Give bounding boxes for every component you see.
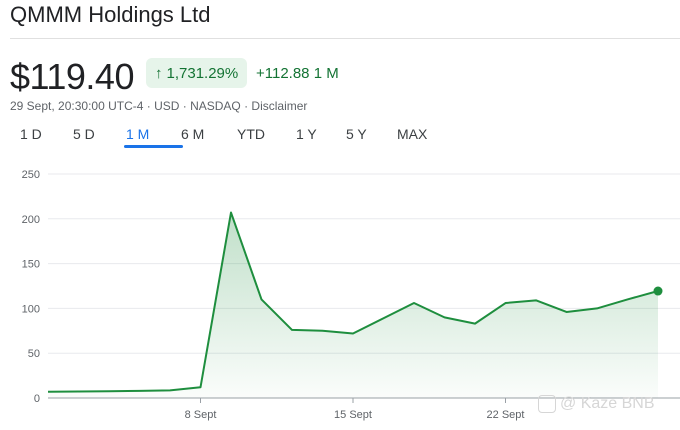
tab-1m[interactable]: 1 M xyxy=(124,126,183,148)
arrow-up-icon: ↑ xyxy=(155,64,163,82)
tab-5d[interactable]: 5 D xyxy=(73,126,95,142)
x-tick-label: 15 Sept xyxy=(334,409,372,421)
watermark-text: @ Kaze BNB xyxy=(560,395,655,412)
tab-ytd[interactable]: YTD xyxy=(237,126,265,142)
price-chart[interactable]: 0 50 100 150 200 250 8 Sept 15 Sept 22 Sept xyxy=(0,160,680,430)
y-tick-label: 0 xyxy=(34,393,40,405)
y-tick-label: 200 xyxy=(22,214,40,226)
absolute-change: +112.88 1 M xyxy=(256,65,339,82)
y-tick-label: 150 xyxy=(22,259,40,271)
y-tick-label: 250 xyxy=(22,169,40,181)
tab-1y[interactable]: 1 Y xyxy=(296,126,317,142)
price-area xyxy=(48,212,658,398)
tab-6m[interactable]: 6 M xyxy=(181,126,205,142)
time-range-tabs: 1 D 5 D 1 M 6 M YTD 1 Y 5 Y MAX xyxy=(20,126,437,148)
header-divider xyxy=(10,38,680,39)
quote-meta: 29 Sept, 20:30:00 UTC-4 · USD · NASDAQ ·… xyxy=(10,99,308,113)
last-price-point xyxy=(653,286,663,296)
camera-icon xyxy=(538,395,556,413)
price-line xyxy=(47,211,659,393)
tab-max[interactable]: MAX xyxy=(397,126,428,142)
current-price: $119.40 xyxy=(10,56,134,97)
percent-change-value: 1,731.29% xyxy=(166,64,239,82)
x-tick-label: 8 Sept xyxy=(185,409,217,421)
tab-5y[interactable]: 5 Y xyxy=(346,126,367,142)
watermark: @ Kaze BNB xyxy=(538,395,655,413)
x-tick-label: 22 Sept xyxy=(487,409,525,421)
y-tick-label: 50 xyxy=(28,348,40,360)
company-name: QMMM Holdings Ltd xyxy=(10,2,211,27)
y-tick-label: 100 xyxy=(22,303,40,315)
percent-change-badge: ↑ 1,731.29% xyxy=(146,58,248,88)
tab-1d[interactable]: 1 D xyxy=(20,126,42,142)
